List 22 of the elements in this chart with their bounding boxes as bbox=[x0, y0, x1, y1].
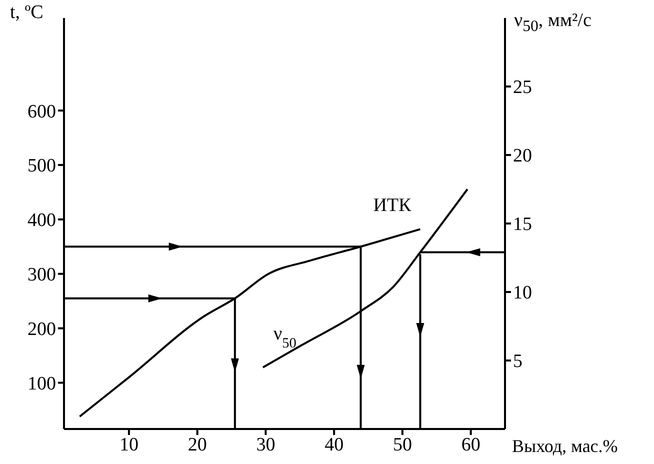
x-tick-label: 30 bbox=[256, 434, 276, 456]
y-tick-label: 100 bbox=[28, 373, 56, 394]
y2-tick-label: 15 bbox=[513, 214, 532, 236]
y2-tick-label: 10 bbox=[513, 282, 532, 304]
y2-tick-label: 20 bbox=[513, 146, 532, 167]
y-tick-label: 300 bbox=[28, 264, 56, 286]
x-tick-label: 10 bbox=[119, 434, 138, 456]
x-tick-label: 50 bbox=[392, 434, 412, 456]
x-tick-label: 20 bbox=[188, 434, 207, 456]
y-axis-title: t, ºC bbox=[10, 2, 44, 24]
y2-tick-label: 5 bbox=[513, 351, 522, 372]
series-label: ИТК bbox=[373, 195, 412, 216]
y2-axis-title: ν$_{50}$, мм²/с bbox=[514, 10, 592, 36]
y-tick-label: 500 bbox=[28, 156, 56, 177]
x-axis-title: Выход, мас.% bbox=[512, 436, 618, 457]
x-tick-label: 40 bbox=[324, 434, 344, 456]
y-tick-label: 600 bbox=[28, 101, 56, 122]
y-tick-label: 200 bbox=[28, 319, 56, 340]
x-tick-label: 60 bbox=[461, 434, 480, 456]
series-label: ν$_{50}$ bbox=[274, 323, 296, 352]
y-tick-label: 400 bbox=[28, 210, 56, 232]
y2-tick-label: 25 bbox=[513, 77, 532, 98]
